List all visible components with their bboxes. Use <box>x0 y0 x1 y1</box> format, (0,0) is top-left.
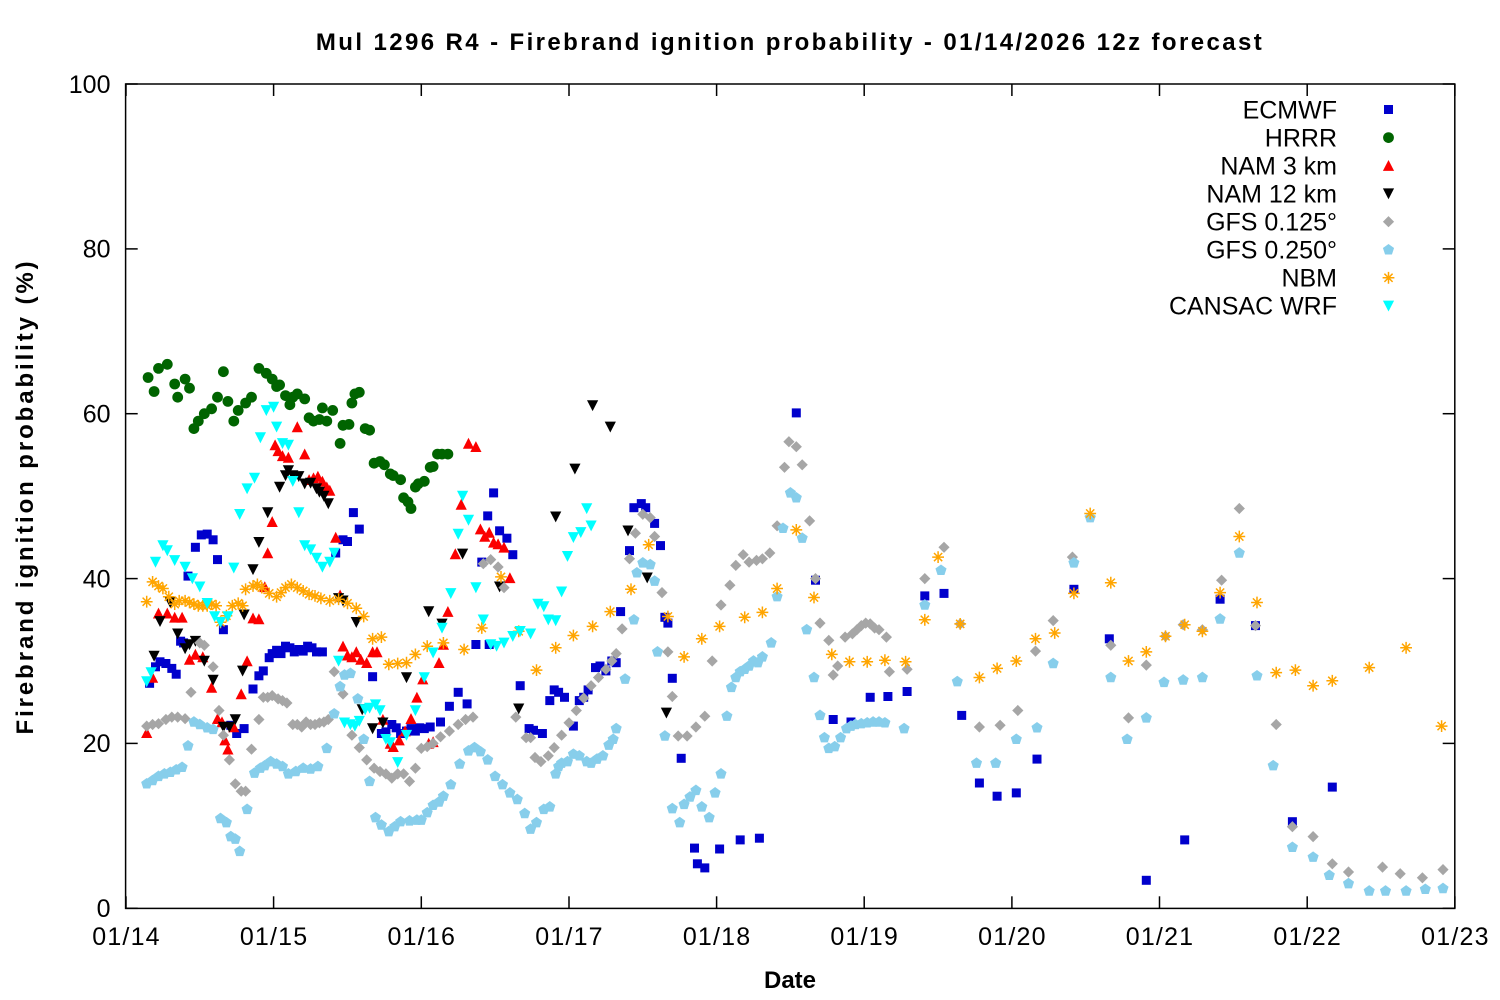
svg-text:01/22: 01/22 <box>1273 923 1342 951</box>
svg-text:01/15: 01/15 <box>240 923 309 951</box>
svg-text:01/20: 01/20 <box>978 923 1047 951</box>
svg-text:01/17: 01/17 <box>535 923 604 951</box>
svg-text:01/18: 01/18 <box>683 923 752 951</box>
svg-text:60: 60 <box>83 401 111 429</box>
svg-text:01/16: 01/16 <box>388 923 457 951</box>
svg-text:01/14: 01/14 <box>92 923 161 951</box>
svg-text:NAM 12 km: NAM 12 km <box>1206 181 1337 209</box>
svg-text:Date: Date <box>764 967 816 994</box>
svg-text:NBM: NBM <box>1281 265 1337 293</box>
svg-text:100: 100 <box>69 71 111 99</box>
svg-text:0: 0 <box>97 895 111 923</box>
svg-text:80: 80 <box>83 236 111 264</box>
svg-text:01/19: 01/19 <box>830 923 899 951</box>
svg-text:20: 20 <box>83 730 111 758</box>
svg-text:NAM 3 km: NAM 3 km <box>1220 152 1337 180</box>
svg-text:Mul 1296 R4 - Firebrand igniti: Mul 1296 R4 - Firebrand ignition probabi… <box>316 29 1264 56</box>
svg-text:GFS 0.125°: GFS 0.125° <box>1206 209 1337 237</box>
svg-text:ECMWF: ECMWF <box>1243 96 1337 124</box>
svg-text:HRRR: HRRR <box>1265 124 1337 152</box>
svg-text:01/21: 01/21 <box>1126 923 1195 951</box>
svg-text:40: 40 <box>83 565 111 593</box>
svg-text:01/23: 01/23 <box>1421 923 1490 951</box>
svg-text:Firebrand ignition probability: Firebrand ignition probability (%) <box>12 259 39 735</box>
svg-text:CANSAC WRF: CANSAC WRF <box>1169 293 1337 321</box>
svg-text:GFS 0.250°: GFS 0.250° <box>1206 237 1337 265</box>
